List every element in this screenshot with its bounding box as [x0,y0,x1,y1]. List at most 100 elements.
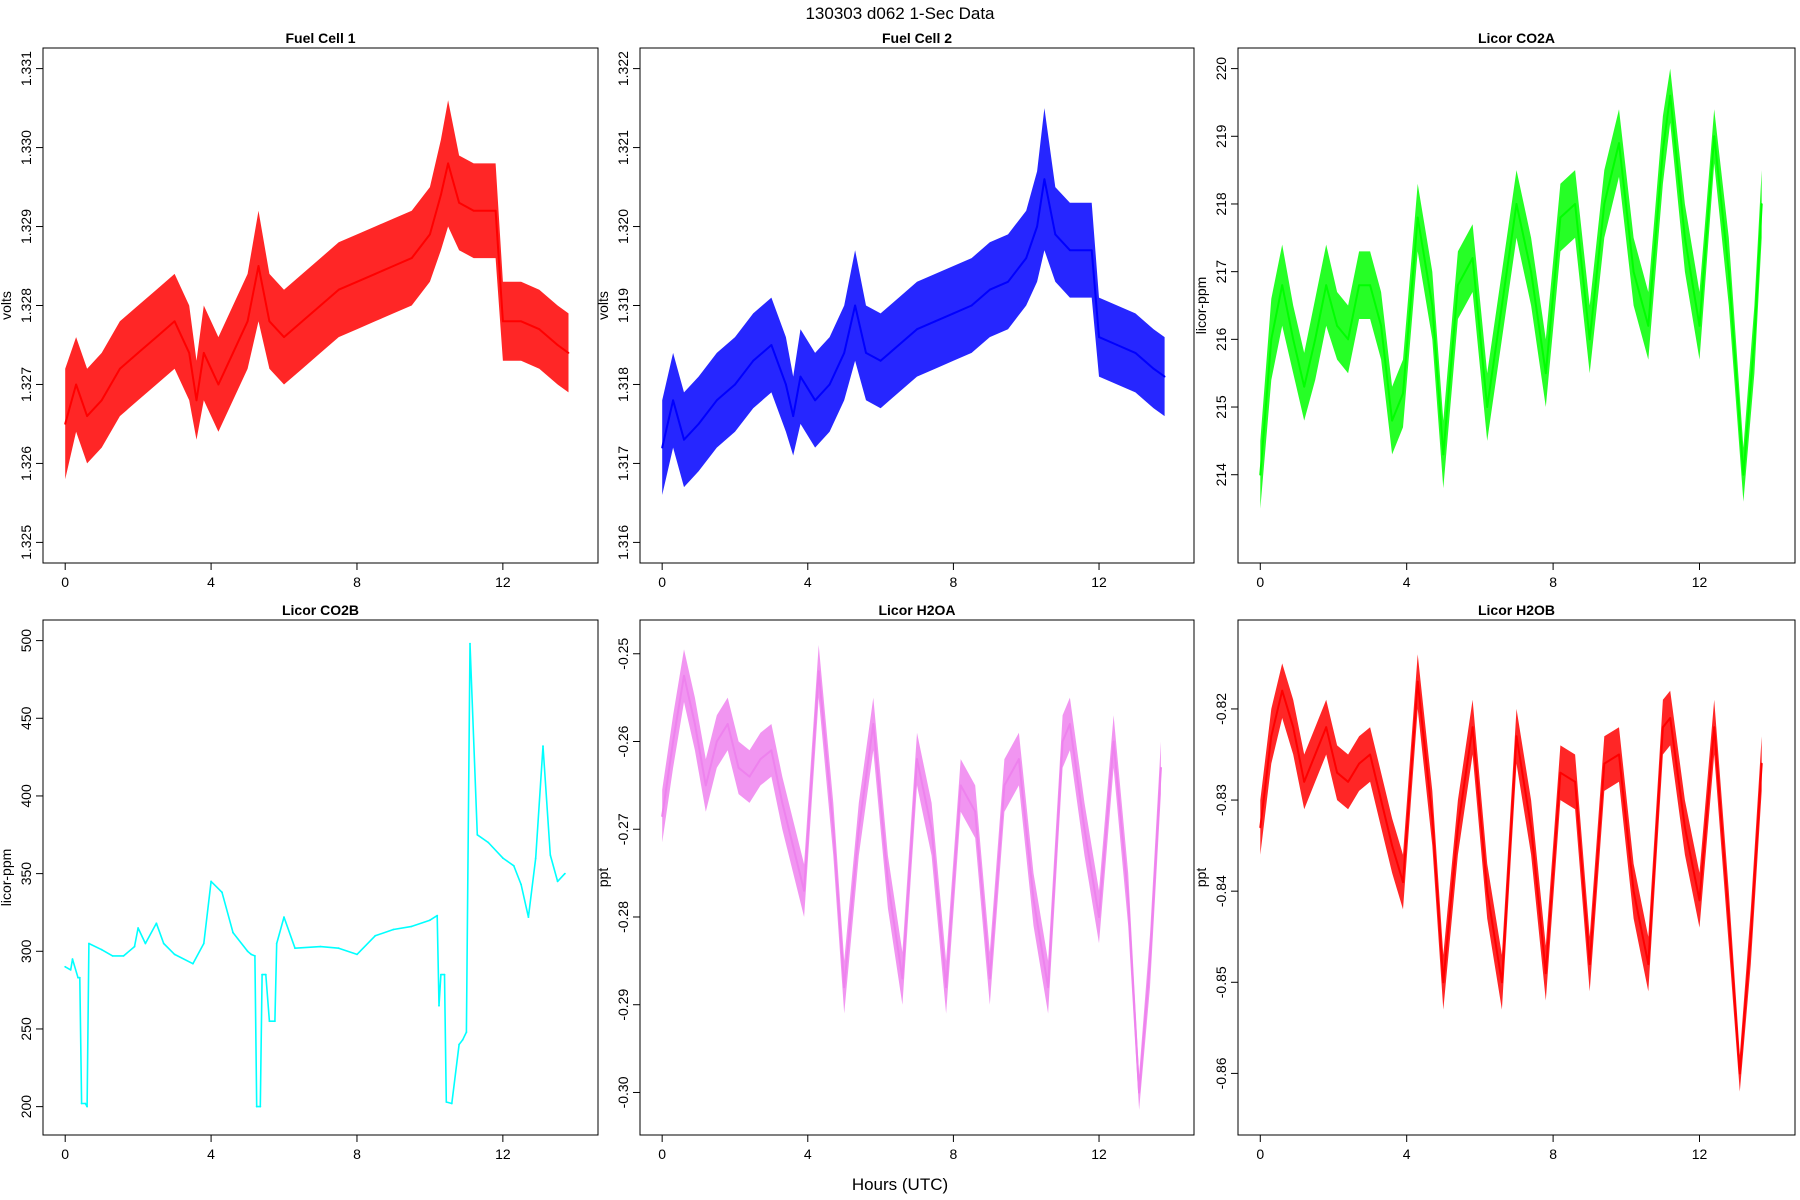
data-point [734,383,736,386]
data-point [1749,935,1752,938]
data-point [1281,689,1284,692]
data-point [694,723,696,725]
data-point [88,942,90,945]
y-axis-label: ppt [595,868,611,888]
data-point [520,883,522,886]
data-point [1603,762,1606,765]
data-point [429,919,431,922]
panel-title: Licor H2OA [878,602,955,618]
data-point [661,815,664,817]
data-point [356,953,358,956]
chart-panel-1: Fuel Cell 1 volts 0 4 8 12 1.325 1.326 1.327 1.32… [0,30,599,590]
data-point [1098,916,1100,918]
y-tick-label: 214 [1213,463,1229,487]
data-point [916,758,918,760]
series-line [1259,94,1763,476]
x-tick-label: 0 [658,1146,666,1162]
data-point [283,336,285,338]
data-point [1116,344,1119,346]
data-point [440,194,442,196]
series-line [64,642,566,1108]
data-point [785,383,787,386]
y-tick-label: -0.86 [1213,1057,1229,1089]
data-point [1402,881,1404,883]
y-tick-label: 1.325 [18,525,34,560]
data-point [814,399,816,402]
data-point [748,775,751,778]
series-band [662,108,1165,495]
data-point [1632,890,1635,893]
data-point [781,802,784,804]
data-point [879,359,882,362]
data-point [458,201,460,204]
data-point [1018,758,1020,760]
data-point [538,328,541,331]
data-point [1457,826,1459,829]
data-point [672,740,674,743]
data-point [469,642,471,645]
data-point [1431,304,1434,307]
series-band [1260,68,1762,509]
data-point [119,367,121,370]
data-point [1544,972,1547,975]
chart-panel-2: Fuel Cell 2 volts 0 4 8 12 1.316 1.317 1.318 1.31… [595,30,1195,590]
data-point [857,828,860,831]
data-point [1457,284,1459,287]
x-tick-label: 0 [1256,1146,1264,1162]
data-point [1431,817,1434,820]
data-point [988,977,991,980]
x-tick-label: 0 [658,574,666,590]
data-point [843,986,846,989]
data-point [374,273,377,275]
data-point [1501,304,1503,307]
y-tick-label: 350 [18,862,34,886]
data-point [1163,375,1166,378]
y-tick-label: 450 [18,706,34,730]
plot-frame [639,619,1195,1136]
data-point [564,872,566,875]
data-point [221,891,223,894]
y-axis-label: volts [0,291,14,320]
data-point [974,810,977,813]
y-tick-label: 1.317 [615,446,631,481]
data-point [1032,898,1035,901]
plot-frame [1237,619,1796,1136]
data-point [246,950,249,953]
data-point [1380,324,1382,327]
data-point [672,399,674,402]
data-point [752,359,755,362]
data-point [1281,284,1284,287]
data-point [319,945,322,948]
data-point [1618,142,1620,145]
data-point [155,336,158,338]
figure-title: 130303 d062 1-Sec Data [805,4,995,23]
data-point [261,973,263,976]
panel-title: Licor CO2B [282,602,359,618]
data-point [137,927,140,929]
data-point [1303,385,1306,388]
data-point [494,209,497,212]
data-point [1603,203,1606,205]
data-point [80,1102,83,1105]
y-tick-label: -0.25 [615,638,631,670]
data-point [1325,284,1328,287]
data-point [549,854,552,856]
data-point [1442,981,1445,984]
data-point [294,947,296,950]
data-point [1515,735,1518,738]
data-point [257,265,260,267]
y-axis-label: licor-ppm [1193,277,1209,335]
data-point [86,415,88,417]
y-tick-label: 500 [18,629,34,653]
data-point [429,233,431,236]
data-point [337,947,340,950]
data-point [1152,367,1155,370]
chart-panel-5: Licor H2OA ppt 0 4 8 12 -0.30 -0.29 -0.28 -0.27 -0… [595,602,1195,1162]
data-point [1588,338,1591,341]
data-point [173,953,176,956]
data-point [202,942,205,945]
data-point [556,344,559,346]
chart-panel-6: Licor H2OB ppt 0 4 8 12 -0.86 -0.85 -0.84 -0.83 -0… [1193,602,1796,1162]
panel-title: Fuel Cell 2 [882,30,952,46]
data-point [1713,135,1716,138]
